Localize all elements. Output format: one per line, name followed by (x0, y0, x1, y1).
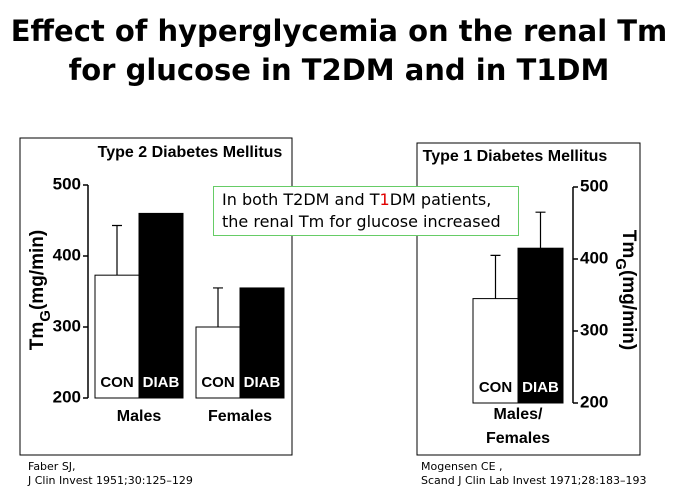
x-tick-label: Males/ Females (485, 406, 551, 447)
category-box: Males (116, 408, 162, 425)
x-tick-label: Females (207, 408, 273, 425)
chart-frame (19, 137, 293, 456)
bar (195, 326, 241, 399)
bar (239, 287, 285, 399)
bar (472, 298, 519, 404)
y-axis-label-part: (mg/min) (618, 270, 639, 350)
callout-line: In both T2DM and T1DM patients, (222, 189, 510, 211)
chart-title: Type 2 Diabetes Mellitus (98, 144, 283, 161)
y-axis-label-part: G (37, 310, 54, 322)
callout: In both T2DM and T1DM patients, the rena… (213, 186, 519, 236)
callout-text: the renal Tm for glucose increased (222, 212, 501, 231)
error-bar (490, 254, 501, 299)
series-label: DIAB (522, 379, 559, 396)
bar (517, 247, 564, 404)
citation-line: Faber SJ, (28, 460, 76, 473)
chart-frame (416, 142, 641, 456)
y-tick-label: 300 (53, 316, 81, 335)
callout-highlight: 1 (379, 190, 390, 209)
y-axis-label-part: Tm (618, 230, 639, 259)
y-axis-label-part: G (612, 258, 629, 270)
citation: Mogensen CE , Scand J Clin Lab Invest 197… (421, 460, 647, 488)
y-tick-label: 300 (580, 320, 608, 339)
y-axis-label-part: Tm (27, 322, 48, 351)
category-box: Males/ Females (485, 406, 551, 447)
error-bar (535, 211, 546, 249)
y-axis-label-part: (mg/min) (27, 230, 48, 310)
x-tick-label: Males (116, 408, 162, 425)
y-tick-label: 400 (580, 248, 608, 267)
y-axis-label: TmG(mg/min) (612, 230, 639, 350)
y-tick-label: 500 (53, 174, 81, 193)
y-tick-label: 400 (53, 245, 81, 264)
chart-title: Type 1 Diabetes Mellitus (423, 148, 608, 165)
bar (138, 212, 184, 399)
y-tick-label: 200 (580, 392, 608, 411)
series-label: CON (479, 379, 512, 396)
error-bar (112, 224, 122, 276)
slide-title: for glucose in T2DM and in T1DM (69, 53, 610, 87)
series-label: CON (201, 374, 234, 391)
series-label: DIAB (143, 374, 180, 391)
citation-line: Mogensen CE , (421, 460, 503, 473)
series-label: CON (100, 374, 133, 391)
citation: Faber SJ, J Clin Invest 1951;30:125–129 (28, 460, 193, 488)
slide-title: Effect of hyperglycemia on the renal Tm (11, 14, 667, 48)
error-bar (213, 287, 223, 327)
callout-text: DM patients, (389, 190, 492, 209)
series-label: DIAB (244, 374, 281, 391)
category-box: Females (207, 408, 273, 425)
citation-line: Scand J Clin Lab Invest 1971;28:183–193 (421, 474, 647, 487)
y-tick-label: 200 (53, 387, 81, 406)
y-axis-label: TmG(mg/min) (27, 230, 54, 350)
citation-line: J Clin Invest 1951;30:125–129 (28, 474, 193, 487)
callout-text: In both T2DM and T (222, 190, 380, 209)
y-tick-label: 500 (580, 176, 608, 195)
